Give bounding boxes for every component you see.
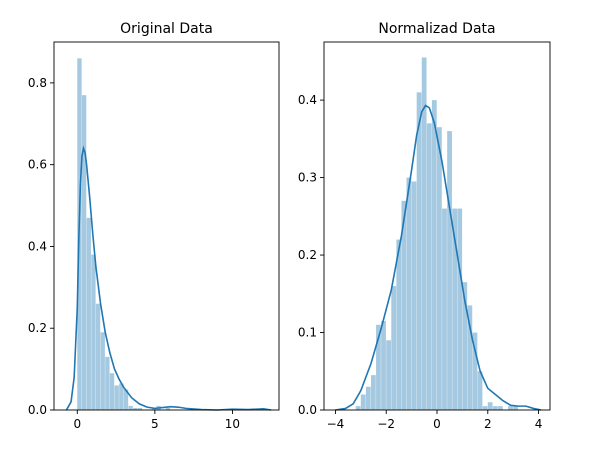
histogram-bar [472, 332, 478, 410]
kde-curve [335, 104, 542, 411]
histogram-bar [391, 286, 397, 410]
histogram-bar [487, 402, 493, 410]
x-tick-label: 0 [73, 417, 81, 431]
chart-title: Original Data [120, 21, 213, 37]
histogram-bars [355, 57, 518, 411]
histogram-bar [100, 332, 105, 410]
x-tick-label: −4 [327, 417, 345, 431]
histogram-bar [137, 407, 143, 410]
histogram-bar [365, 386, 371, 410]
axes-frame [53, 41, 280, 411]
chart-title: Normalizad Data [378, 21, 495, 37]
histogram-bar [411, 181, 417, 410]
histogram-bar [91, 254, 96, 410]
histogram-bar [492, 406, 498, 410]
x-tick-label: 4 [535, 417, 543, 431]
histogram-bar [477, 371, 483, 410]
histogram-bar [447, 131, 452, 411]
histogram-bar [386, 340, 391, 410]
histogram-bar [119, 383, 124, 410]
histogram-bar [109, 373, 115, 410]
y-tick-label: 0.6 [28, 158, 47, 172]
x-axis-ticks: 0 5 10 [73, 410, 240, 431]
x-tick-label: 5 [151, 417, 159, 431]
histogram-bar [508, 406, 513, 410]
histogram-bar [370, 375, 376, 410]
histogram-bar [442, 208, 447, 410]
histogram-bar [128, 405, 133, 410]
histogram-bar [165, 407, 171, 410]
histogram-bar [114, 385, 119, 410]
histogram-bar [123, 389, 129, 410]
chart-normalized-data: −4 −2 0 2 4 0.0 0.1 0.2 0.3 0.4 Normalizad Data [298, 21, 551, 431]
histogram-bar [421, 57, 427, 410]
histogram-bar [360, 394, 366, 410]
histogram-bar [482, 406, 488, 410]
histogram-bar [452, 208, 458, 410]
histogram-bar [396, 239, 402, 410]
y-axis-ticks: 0.0 0.1 0.2 0.3 0.4 [298, 93, 324, 417]
histogram-bar [497, 406, 503, 410]
histogram-bar [513, 406, 518, 410]
histogram-bar [467, 305, 473, 410]
histogram-bar [457, 208, 463, 410]
histogram-bar [355, 406, 361, 410]
histogram-bar [462, 282, 468, 410]
y-tick-label: 0.3 [298, 171, 317, 185]
histogram-bar [95, 303, 101, 410]
histogram-bar [431, 100, 437, 411]
x-tick-label: −2 [377, 417, 395, 431]
y-tick-label: 0.2 [298, 248, 317, 262]
y-tick-label: 0.8 [28, 76, 47, 90]
x-tick-label: 10 [225, 417, 240, 431]
y-tick-label: 0.2 [28, 321, 47, 335]
histogram-bar [416, 92, 422, 410]
histogram-bar [401, 200, 407, 410]
y-tick-label: 0.4 [298, 93, 317, 107]
histogram-bar [381, 320, 386, 410]
x-tick-label: 0 [433, 417, 441, 431]
y-tick-label: 0.0 [28, 403, 47, 417]
histogram-bar [81, 95, 87, 411]
y-tick-label: 0.4 [28, 239, 47, 253]
chart-original-data: 0 5 10 0.0 0.2 0.4 0.6 0.8 Original Data [28, 21, 280, 431]
histogram-bars [77, 58, 171, 411]
histogram-bar [105, 356, 110, 410]
kde-curve [65, 145, 272, 411]
histogram-bar [376, 324, 381, 410]
histogram-bar [437, 127, 442, 410]
x-tick-label: 2 [484, 417, 492, 431]
y-tick-label: 0.1 [298, 326, 317, 340]
y-tick-label: 0.0 [298, 403, 317, 417]
histogram-bar [406, 177, 412, 410]
x-axis-ticks: −4 −2 0 2 4 [327, 410, 543, 431]
histogram-bar [426, 123, 432, 411]
y-axis-ticks: 0.0 0.2 0.4 0.6 0.8 [28, 76, 54, 417]
histogram-bar [86, 217, 91, 410]
histogram-bar [133, 407, 138, 410]
